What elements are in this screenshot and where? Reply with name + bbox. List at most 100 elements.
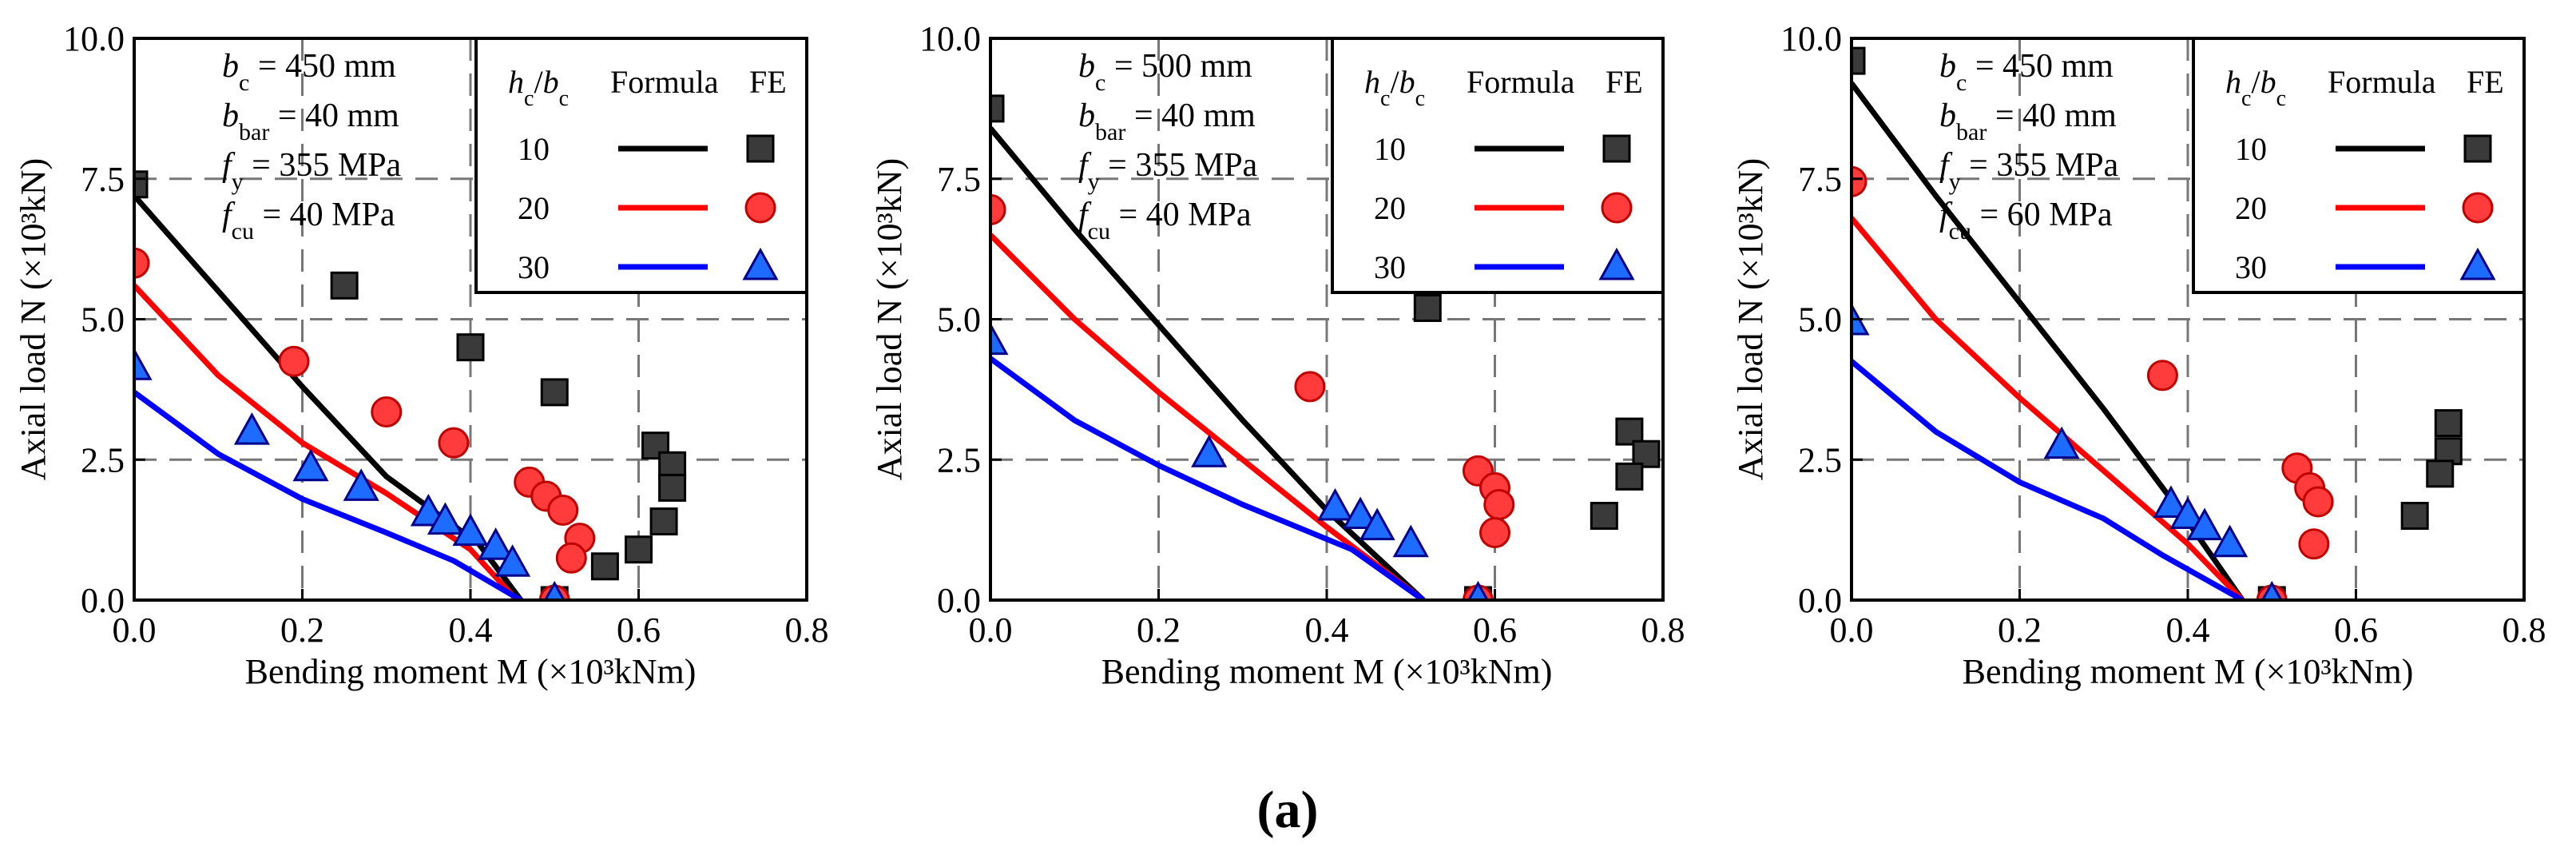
- fe-point-circle: [547, 495, 579, 527]
- parameter-line: bbar = 40 mm: [222, 97, 399, 145]
- formula-curve-20: [134, 283, 519, 600]
- parameter-line: fy = 355 MPa: [1078, 147, 1258, 195]
- fe-point-circle: [2298, 528, 2330, 560]
- legend-box: [1331, 37, 1665, 294]
- x-tick-label: 0.4: [1305, 610, 1349, 650]
- fe-point-square: [2426, 459, 2455, 488]
- parameter-line: fcu = 40 MPa: [1078, 197, 1252, 245]
- parameter-line: fy = 355 MPa: [1939, 147, 2119, 195]
- legend-header-fe: FE: [749, 64, 787, 100]
- chart-panel-3: 0.0 0.2 0.4 0.6 0.8 0.0 2.5 5.0 7.5 10.0 Bending m…: [1731, 19, 2546, 691]
- legend-ratio-20: 20: [2235, 190, 2267, 226]
- x-axis-label: Bending moment M (×10³kNm): [245, 652, 697, 691]
- fe-point-square: [330, 271, 359, 300]
- y-tick-label: 5.0: [1798, 300, 1842, 340]
- x-axis-label: Bending moment M (×10³kNm): [1963, 652, 2414, 691]
- fe-point-triangle: [2260, 580, 2283, 600]
- fe-point-triangle: [478, 527, 514, 560]
- parameter-line: fy = 355 MPa: [222, 147, 402, 195]
- y-tick-label: 5.0: [937, 300, 981, 340]
- x-tick-label: 0.2: [280, 610, 324, 650]
- x-tick-label: 0.4: [449, 610, 493, 650]
- legend-header-fe: FE: [1606, 64, 1643, 100]
- x-tick-label: 0.0: [969, 610, 1013, 650]
- chart-panel-2: 0.0 0.2 0.4 0.6 0.8 0.0 2.5 5.0 7.5 10.0 Bending m…: [870, 19, 1685, 691]
- x-tick-label: 0.0: [1830, 610, 1874, 650]
- legend-header-ratio: hc/bc: [508, 64, 569, 111]
- fe-point-triangle: [452, 513, 489, 547]
- x-tick-label: 0.8: [785, 610, 829, 650]
- legend-marker-circle: [2462, 192, 2494, 224]
- legend-header-ratio: hc/bc: [2225, 64, 2286, 111]
- y-tick-label: 2.5: [81, 440, 125, 479]
- legend: hc/bc Formula FE 10 20 30: [2192, 37, 2526, 294]
- formula-curve-30: [134, 390, 522, 600]
- legend-ratio-30: 30: [1374, 249, 1406, 285]
- plot-area: [1852, 46, 2463, 600]
- figure-label: (a): [1257, 781, 1319, 839]
- fe-point-triangle: [2169, 496, 2206, 530]
- legend-header-ratio: hc/bc: [1364, 64, 1425, 111]
- x-tick-label: 0.2: [1998, 610, 2042, 650]
- legend-ratio-20: 20: [1374, 190, 1406, 226]
- fe-point-square: [590, 552, 619, 581]
- plot-area: [990, 94, 1661, 600]
- fe-point-triangle: [410, 493, 447, 527]
- fe-point-square: [1413, 293, 1442, 322]
- x-tick-label: 0.6: [2334, 610, 2378, 650]
- legend-marker-square: [2463, 134, 2492, 163]
- fe-point-triangle: [543, 580, 566, 600]
- x-tick-label: 0.8: [1641, 610, 1685, 650]
- parameter-line: bbar = 40 mm: [1078, 97, 1256, 145]
- y-axis-label: Axial load N (×10³kN): [14, 158, 53, 480]
- x-tick-label: 0.6: [1473, 610, 1517, 650]
- fe-point-circle: [990, 193, 1006, 225]
- fe-point-circle: [1852, 165, 1868, 197]
- legend-ratio-20: 20: [518, 190, 550, 226]
- fe-point-circle: [555, 542, 587, 574]
- y-tick-label: 10.0: [63, 19, 125, 58]
- fe-point-triangle: [1467, 580, 1489, 600]
- fe-point-square: [456, 333, 485, 362]
- y-tick-label: 10.0: [919, 19, 981, 58]
- legend-marker-triangle: [1598, 247, 1635, 280]
- legend: hc/bc Formula FE 10 20 30: [474, 37, 808, 294]
- fe-point-square: [649, 507, 678, 536]
- legend-marker-circle: [744, 192, 776, 224]
- fe-point-square: [990, 94, 1005, 123]
- legend-header-formula: Formula: [1467, 64, 1575, 100]
- legend: hc/bc Formula FE 10 20 30: [1331, 37, 1665, 294]
- fe-point-circle: [2146, 360, 2178, 392]
- y-tick-label: 0.0: [1798, 581, 1842, 620]
- x-tick-label: 0.0: [113, 610, 157, 650]
- legend-header-formula: Formula: [610, 64, 719, 100]
- fe-point-triangle: [1392, 524, 1429, 558]
- fe-point-square: [1615, 462, 1644, 491]
- y-axis-label: Axial load N (×10³kN): [1731, 158, 1770, 480]
- legend-header-formula: Formula: [2328, 64, 2436, 100]
- fe-point-square: [2434, 409, 2463, 438]
- formula-curve-30: [1852, 359, 2245, 600]
- fe-point-triangle: [1191, 435, 1228, 467]
- fe-point-triangle: [233, 412, 270, 445]
- formula-curve-20: [990, 233, 1426, 600]
- legend-marker-circle: [1601, 192, 1633, 224]
- parameter-line: bc = 450 mm: [1939, 48, 2114, 96]
- fe-point-triangle: [292, 448, 329, 482]
- legend-box: [474, 37, 808, 294]
- fe-point-circle: [1294, 371, 1326, 403]
- legend-box: [2192, 37, 2526, 294]
- fe-point-triangle: [1359, 507, 1395, 541]
- fe-point-triangle: [1342, 496, 1379, 530]
- parameter-line: fcu = 40 MPa: [222, 197, 395, 245]
- formula-curve-10: [990, 126, 1426, 600]
- fe-point-square: [641, 431, 670, 460]
- fe-point-triangle: [2153, 485, 2189, 518]
- fe-point-square: [658, 473, 687, 502]
- legend-header-fe: FE: [2467, 64, 2504, 100]
- fe-point-circle: [1479, 517, 1510, 549]
- fe-point-triangle: [2212, 524, 2249, 558]
- fe-point-circle: [2302, 486, 2334, 518]
